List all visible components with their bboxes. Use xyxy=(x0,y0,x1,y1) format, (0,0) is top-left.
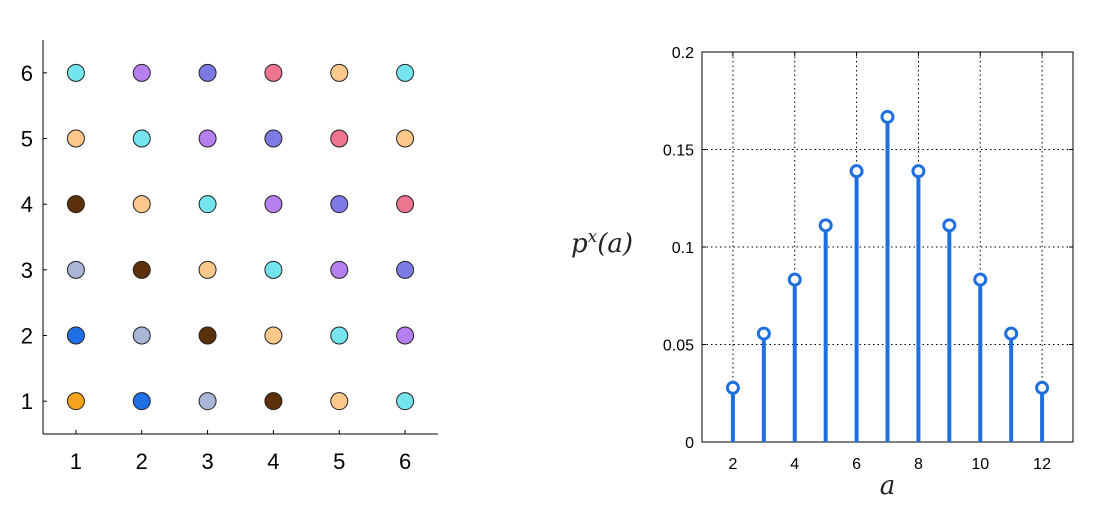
right-y-tick-label: 0.15 xyxy=(663,143,694,160)
stem-marker xyxy=(756,326,771,341)
outcome-point xyxy=(396,260,415,279)
outcome-point xyxy=(66,195,85,214)
stem xyxy=(911,164,926,442)
left-y-tick-label: 2 xyxy=(21,324,33,349)
outcome-point xyxy=(330,63,349,82)
left-y-tick-label: 5 xyxy=(21,127,33,152)
stem-marker xyxy=(1004,326,1019,341)
left-x-tick-label: 5 xyxy=(333,449,345,474)
stem-marker xyxy=(911,164,926,179)
left-x-tick-label: 2 xyxy=(136,449,148,474)
outcome-point xyxy=(330,195,349,214)
x-axis-label: a xyxy=(880,471,896,501)
right-ticks: 2 4 6 8 10 12 0 0.05 0.1 0.15 0.2 xyxy=(663,45,1073,473)
left-ticks: 1 2 3 4 5 6 1 2 3 4 5 6 xyxy=(21,61,411,474)
stem-marker xyxy=(942,218,957,233)
stem xyxy=(973,272,988,442)
outcome-point xyxy=(396,392,415,411)
outcome-point xyxy=(198,326,217,345)
outcome-point xyxy=(198,195,217,214)
outcome-point xyxy=(330,260,349,279)
right-x-tick-label: 10 xyxy=(971,456,989,473)
left-y-tick-label: 6 xyxy=(21,61,33,86)
stem-marker xyxy=(818,218,833,233)
outcome-point xyxy=(198,129,217,148)
dice-outcomes-chart: 1 2 3 4 5 6 1 2 3 4 5 6 xyxy=(21,40,438,474)
outcome-point xyxy=(264,392,283,411)
right-x-tick-label: 12 xyxy=(1033,456,1051,473)
outcome-point xyxy=(396,129,415,148)
outcome-point xyxy=(264,63,283,82)
stem xyxy=(1035,380,1050,442)
stem xyxy=(818,218,833,442)
y-axis-label-arg: (a) xyxy=(597,229,633,259)
right-y-tick-label: 0 xyxy=(685,435,694,452)
y-axis-label-base: p xyxy=(571,229,588,259)
outcome-point xyxy=(66,260,85,279)
right-x-tick-label: 6 xyxy=(852,456,861,473)
outcome-point xyxy=(198,63,217,82)
outcome-point xyxy=(396,195,415,214)
stem xyxy=(756,326,771,442)
left-y-tick-label: 1 xyxy=(21,389,33,414)
outcome-point xyxy=(330,129,349,148)
y-axis-label: px(a) xyxy=(571,227,633,259)
outcome-point xyxy=(198,260,217,279)
right-x-tick-label: 8 xyxy=(914,456,923,473)
outcome-point xyxy=(330,392,349,411)
left-y-tick-label: 3 xyxy=(21,258,33,283)
right-y-tick-label: 0.1 xyxy=(672,240,694,257)
stem-marker xyxy=(1035,380,1050,395)
outcome-point xyxy=(66,129,85,148)
stem-marker xyxy=(787,272,802,287)
left-y-tick-label: 4 xyxy=(21,192,33,217)
outcome-point xyxy=(264,195,283,214)
outcome-point xyxy=(264,129,283,148)
outcome-point xyxy=(132,129,151,148)
y-axis-label-sup: x xyxy=(588,227,598,247)
outcome-point xyxy=(66,392,85,411)
outcome-point xyxy=(264,260,283,279)
outcome-point xyxy=(132,260,151,279)
outcome-point xyxy=(132,195,151,214)
outcome-point xyxy=(132,392,151,411)
right-x-tick-label: 4 xyxy=(790,456,799,473)
stem xyxy=(880,109,895,442)
right-y-tick-label: 0.2 xyxy=(672,45,694,62)
outcome-point xyxy=(396,326,415,345)
stem xyxy=(849,164,864,442)
outcome-point xyxy=(198,392,217,411)
left-x-tick-label: 4 xyxy=(267,449,279,474)
stem-marker xyxy=(973,272,988,287)
outcome-point xyxy=(396,63,415,82)
stem-marker xyxy=(725,380,740,395)
stem xyxy=(787,272,802,442)
left-x-tick-label: 6 xyxy=(399,449,411,474)
stem xyxy=(1004,326,1019,442)
sum-distribution-chart: 2 4 6 8 10 12 0 0.05 0.1 0.15 0.2 a px(a) xyxy=(571,45,1074,501)
stem-marker xyxy=(849,164,864,179)
outcome-point xyxy=(264,326,283,345)
outcome-point xyxy=(132,326,151,345)
stem-marker xyxy=(880,109,895,124)
right-y-tick-label: 0.05 xyxy=(663,338,694,355)
outcome-point xyxy=(132,63,151,82)
stems xyxy=(725,109,1050,442)
stem xyxy=(725,380,740,442)
outcome-point xyxy=(66,326,85,345)
outcome-point xyxy=(330,326,349,345)
right-x-tick-label: 2 xyxy=(728,456,737,473)
stem xyxy=(942,218,957,442)
outcome-point xyxy=(66,63,85,82)
left-x-tick-label: 1 xyxy=(70,449,82,474)
outcome-points xyxy=(66,63,415,411)
left-x-tick-label: 3 xyxy=(201,449,213,474)
